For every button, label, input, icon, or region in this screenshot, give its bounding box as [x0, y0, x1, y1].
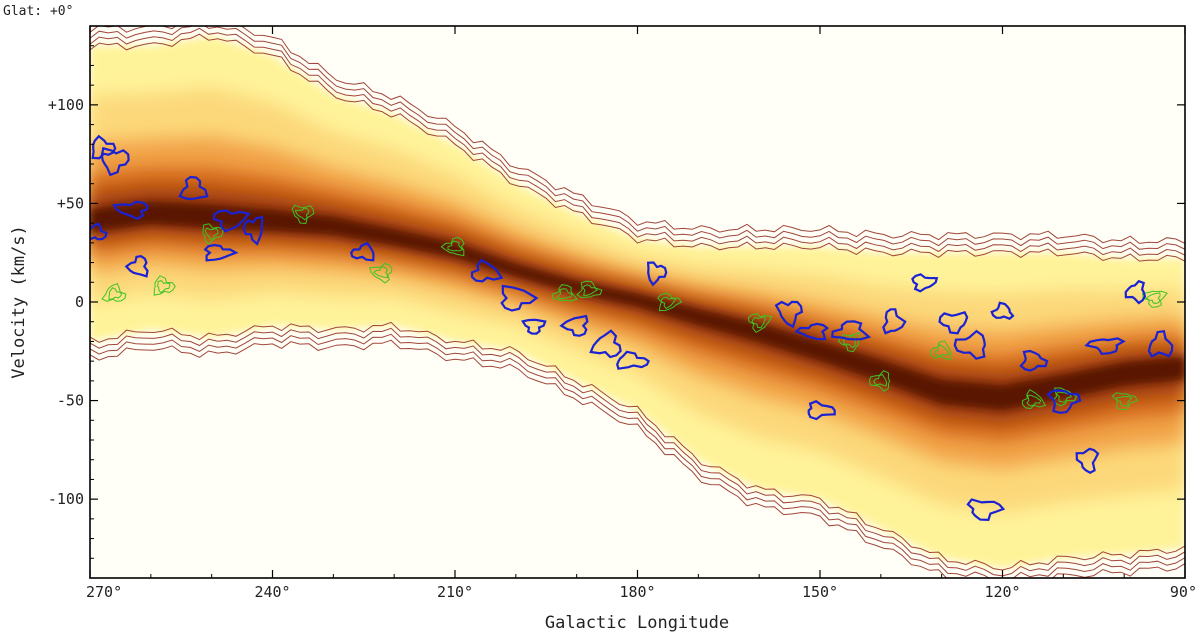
green-cloud-contour: [204, 227, 219, 240]
green-cloud-contour: [837, 332, 861, 353]
green-cloud-contour: [582, 284, 598, 296]
green-cloud-contour: [1055, 391, 1073, 403]
blue-cloud-contour: [1147, 329, 1174, 358]
green-cloud-contour: [552, 284, 578, 302]
green-cloud-contour: [369, 262, 393, 284]
blue-cloud-contour: [90, 222, 108, 241]
emission-layer: [90, 35, 1185, 569]
x-axis: 270° 240° 210° 180° 150° 120° 90°: [86, 26, 1197, 601]
blue-cloud-contour: [938, 310, 969, 335]
upper-contour-4: [90, 26, 1185, 244]
emission-band-6: [90, 201, 1185, 411]
blue-cloud-contour: [91, 134, 117, 160]
green-cloud-contour: [1145, 292, 1161, 305]
blue-cloud-contour: [1084, 337, 1126, 355]
blue-cloud-contour: [212, 209, 251, 233]
blue-cloud-contour: [646, 261, 668, 287]
green-cloud-contour: [660, 296, 677, 310]
blue-cloud-contour: [953, 329, 986, 360]
x-tick-label: 150°: [802, 583, 838, 601]
green-cloud-contour: [440, 236, 465, 257]
blue-cloud-contour: [500, 284, 539, 312]
blue-cloud-contour: [349, 241, 375, 262]
x-axis-title: Galactic Longitude: [545, 613, 729, 633]
x-tick-label: 90°: [1170, 583, 1197, 601]
green-cloud-contour: [1116, 395, 1133, 407]
green-cloud-contour: [372, 266, 389, 279]
green-cloud-contour: [576, 280, 603, 299]
y-tick-label: 0: [75, 293, 84, 311]
blue-cloud-contour: [470, 258, 504, 283]
green-cloud-contour: [843, 334, 857, 349]
blue-cloud-contour: [831, 320, 872, 341]
green-cloud-contour: [108, 287, 123, 300]
green-cloud-contour: [1052, 387, 1078, 407]
blue-cloud-contour: [966, 498, 1006, 522]
blue-cloud-contour: [990, 301, 1015, 320]
upper-contour-1: [90, 33, 1185, 262]
green-cloud-contour: [556, 288, 573, 300]
green-cloud-contour: [447, 240, 464, 252]
blue-cloud-contour: [521, 318, 547, 335]
blue-cloud-contour: [774, 300, 804, 329]
y-tick-label: -100: [48, 490, 84, 508]
green-cloud-contour: [101, 282, 127, 302]
blue-cloud-contour: [882, 308, 907, 335]
upper-contour-3: [90, 26, 1185, 250]
x-tick-label: 240°: [254, 583, 290, 601]
lower-contour-4: [90, 339, 1185, 578]
blue-cloud-contour: [794, 322, 830, 341]
green-cloud-contour: [1022, 389, 1047, 410]
green-cloud-contour: [1026, 394, 1042, 407]
blue-cloud-contour: [616, 350, 650, 370]
green-cloud-contour: [873, 374, 888, 387]
blue-cloud-contour: [178, 175, 209, 201]
upper-contour-2: [90, 27, 1185, 256]
lower-contour-3: [90, 333, 1185, 578]
blue-clouds: [90, 134, 1174, 522]
blue-cloud-contour: [100, 146, 130, 177]
blue-cloud-contour: [1019, 349, 1049, 372]
green-clouds: [101, 204, 1168, 411]
blue-cloud-contour: [1075, 447, 1100, 474]
green-cloud-contour: [294, 207, 310, 221]
green-cloud-contour: [291, 204, 315, 225]
green-cloud-contour: [868, 370, 891, 392]
green-cloud-contour: [929, 340, 952, 361]
blue-cloud-contour: [1124, 279, 1147, 305]
y-axis: +100 +50 0 -50 -100: [48, 45, 1185, 559]
blue-cloud-contour: [807, 400, 836, 421]
blue-cloud-contour: [124, 255, 149, 278]
green-cloud-contour: [202, 223, 224, 245]
blue-cloud-contour: [242, 215, 264, 246]
green-cloud-contour: [747, 313, 773, 334]
y-tick-label: +100: [48, 96, 84, 114]
blue-cloud-contour: [911, 273, 939, 293]
blue-cloud-contour: [559, 314, 589, 337]
blue-cloud-contour: [203, 243, 239, 262]
green-cloud-contour: [751, 315, 766, 329]
x-tick-label: 270°: [86, 583, 122, 601]
x-tick-label: 120°: [984, 583, 1020, 601]
map-header: Glat: +0°: [3, 4, 73, 19]
green-cloud-contour: [153, 275, 176, 296]
y-tick-label: +50: [57, 194, 84, 212]
green-cloud-contour: [935, 344, 950, 357]
y-tick-label: -50: [57, 392, 84, 410]
blue-cloud-contour: [112, 200, 149, 221]
blue-cloud-contour: [589, 329, 622, 359]
x-tick-label: 180°: [619, 583, 655, 601]
blue-cloud-contour: [1046, 389, 1082, 414]
green-cloud-contour: [157, 280, 171, 294]
x-tick-label: 210°: [437, 583, 473, 601]
y-axis-title: Velocity (km/s): [9, 225, 29, 379]
